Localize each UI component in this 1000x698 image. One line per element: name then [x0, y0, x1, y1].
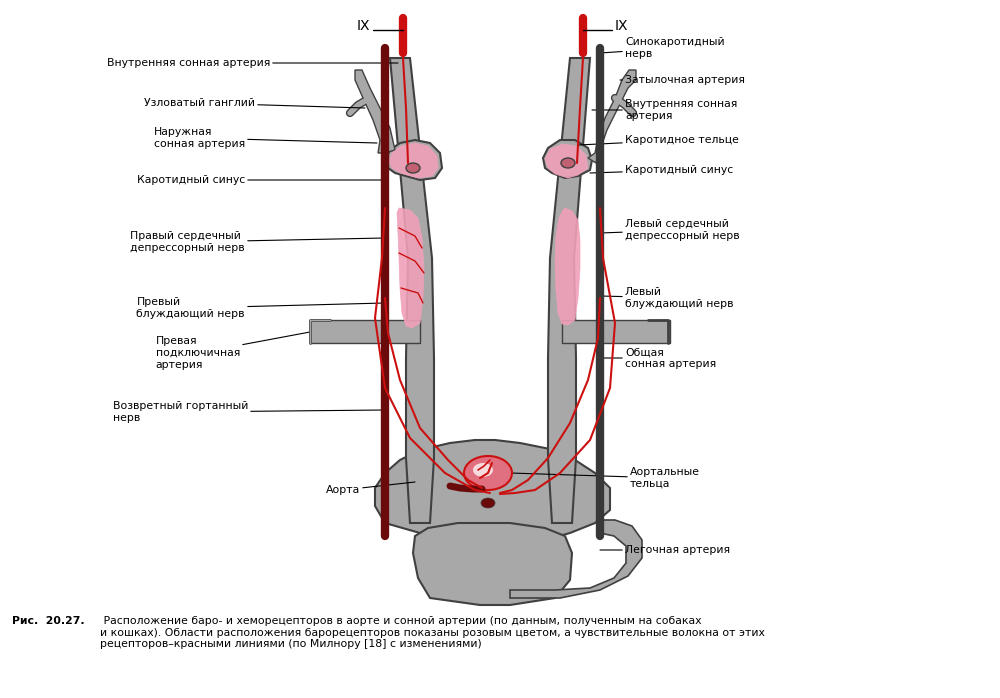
Text: Каротидный синус: Каротидный синус	[590, 165, 733, 175]
Polygon shape	[510, 520, 642, 598]
Text: Каротидное тельце: Каротидное тельце	[578, 135, 739, 145]
Text: Превый
блуждающий нерв: Превый блуждающий нерв	[136, 297, 385, 319]
Text: Наружная
сонная артерия: Наружная сонная артерия	[154, 127, 377, 149]
Text: Аортальные
тельца: Аортальные тельца	[510, 467, 700, 489]
Text: Возвретный гортанный
нерв: Возвретный гортанный нерв	[113, 401, 385, 423]
Text: Правый сердечный
депрессорный нерв: Правый сердечный депрессорный нерв	[130, 231, 385, 253]
Ellipse shape	[561, 158, 575, 168]
Text: IX: IX	[356, 19, 370, 33]
Polygon shape	[390, 58, 434, 523]
Text: Превая
подключичная
артерия: Превая подключичная артерия	[156, 332, 310, 370]
Polygon shape	[385, 140, 442, 180]
Text: Левый
блуждающий нерв: Левый блуждающий нерв	[600, 287, 734, 309]
Ellipse shape	[473, 463, 493, 477]
Polygon shape	[375, 440, 610, 543]
Text: Аорта: Аорта	[326, 482, 415, 495]
Ellipse shape	[464, 456, 512, 490]
Ellipse shape	[481, 498, 495, 508]
Text: Синокаротидный
нерв: Синокаротидный нерв	[600, 37, 725, 59]
Text: Внутренняя сонная артерия: Внутренняя сонная артерия	[107, 58, 398, 68]
Polygon shape	[397, 208, 424, 328]
Polygon shape	[555, 208, 580, 325]
Text: Каротидный синус: Каротидный синус	[137, 175, 385, 185]
Text: IX: IX	[615, 19, 629, 33]
Polygon shape	[548, 58, 590, 523]
Text: Легочная артерия: Легочная артерия	[600, 545, 730, 555]
Polygon shape	[389, 143, 438, 178]
Text: Затылочная артерия: Затылочная артерия	[620, 75, 745, 85]
Text: Расположение баро- и хеморецепторов в аорте и сонной артерии (по данным, получен: Расположение баро- и хеморецепторов в ао…	[100, 616, 765, 649]
Polygon shape	[545, 144, 588, 178]
Text: Узловатый ганглий: Узловатый ганглий	[144, 98, 365, 108]
Text: Рис.  20.27.: Рис. 20.27.	[12, 616, 85, 626]
Polygon shape	[355, 70, 395, 153]
Text: Левый сердечный
депрессорный нерв: Левый сердечный депрессорный нерв	[600, 219, 740, 241]
Text: Общая
сонная артерия: Общая сонная артерия	[600, 347, 716, 369]
Polygon shape	[310, 320, 420, 343]
Polygon shape	[413, 523, 572, 605]
Polygon shape	[543, 140, 592, 178]
Ellipse shape	[406, 163, 420, 173]
Polygon shape	[562, 320, 670, 343]
Text: Внутренняя сонная
артерия: Внутренняя сонная артерия	[592, 99, 737, 121]
Polygon shape	[588, 70, 636, 163]
